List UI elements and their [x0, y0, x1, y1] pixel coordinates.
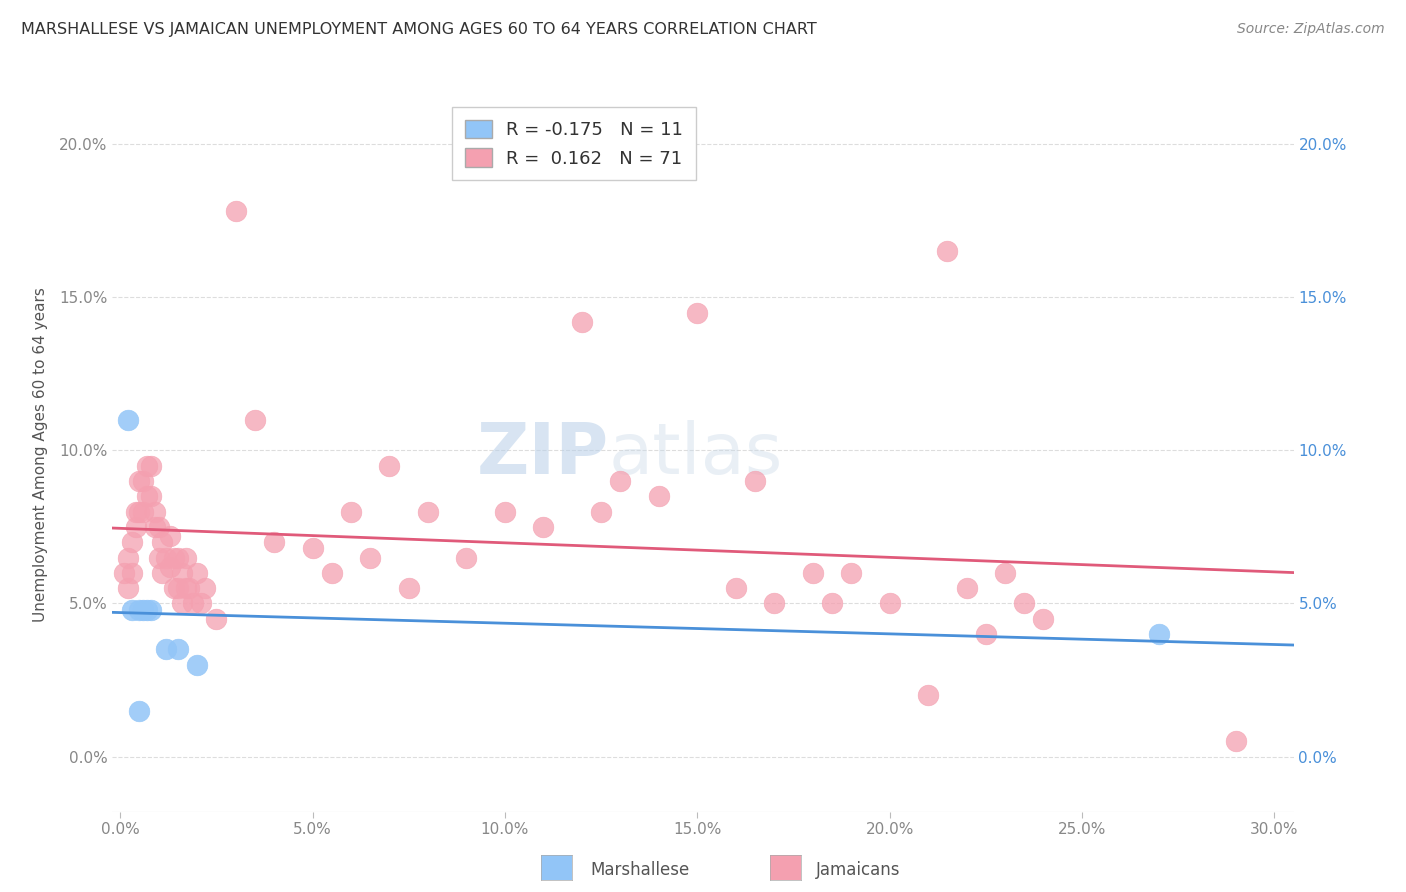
Point — [763, 597, 786, 611]
Point — [589, 505, 612, 519]
Point — [117, 550, 139, 565]
Text: Source: ZipAtlas.com: Source: ZipAtlas.com — [1237, 22, 1385, 37]
Point — [155, 550, 177, 565]
Point — [494, 505, 516, 519]
Point — [143, 520, 166, 534]
Point — [128, 704, 150, 718]
Point — [132, 602, 155, 616]
Text: MARSHALLESE VS JAMAICAN UNEMPLOYMENT AMONG AGES 60 TO 64 YEARS CORRELATION CHART: MARSHALLESE VS JAMAICAN UNEMPLOYMENT AMO… — [21, 22, 817, 37]
Point — [121, 602, 143, 616]
Point — [170, 597, 193, 611]
Point — [132, 474, 155, 488]
Point — [917, 689, 939, 703]
Point — [1147, 627, 1170, 641]
Point — [609, 474, 631, 488]
Point — [243, 413, 266, 427]
Text: atlas: atlas — [609, 420, 783, 490]
Point — [174, 581, 197, 595]
Y-axis label: Unemployment Among Ages 60 to 64 years: Unemployment Among Ages 60 to 64 years — [34, 287, 48, 623]
Point — [117, 581, 139, 595]
Point — [167, 642, 190, 657]
Point — [159, 529, 181, 543]
Point — [456, 550, 478, 565]
Point — [174, 550, 197, 565]
Point — [179, 581, 201, 595]
Point — [186, 657, 208, 672]
Point — [955, 581, 977, 595]
Point — [148, 520, 170, 534]
Point — [744, 474, 766, 488]
Point — [994, 566, 1017, 580]
Point — [801, 566, 824, 580]
Text: ZIP: ZIP — [477, 420, 609, 490]
Point — [398, 581, 420, 595]
Point — [839, 566, 862, 580]
Point — [974, 627, 997, 641]
Point — [152, 535, 174, 549]
Point — [531, 520, 554, 534]
Point — [124, 505, 146, 519]
Point — [148, 550, 170, 565]
Point — [186, 566, 208, 580]
Point — [136, 602, 159, 616]
Point — [136, 458, 159, 473]
Point — [686, 305, 709, 319]
Point — [124, 520, 146, 534]
Point — [263, 535, 285, 549]
Point — [167, 581, 190, 595]
Point — [167, 550, 190, 565]
Point — [821, 597, 844, 611]
Point — [163, 550, 186, 565]
Point — [1225, 734, 1247, 748]
Point — [340, 505, 363, 519]
Point — [112, 566, 135, 580]
Point — [121, 535, 143, 549]
Point — [136, 489, 159, 503]
Point — [132, 505, 155, 519]
Point — [190, 597, 212, 611]
Point — [181, 597, 204, 611]
Point — [159, 559, 181, 574]
Point — [225, 204, 247, 219]
Point — [170, 566, 193, 580]
Text: Jamaicans: Jamaicans — [815, 861, 900, 879]
Point — [128, 474, 150, 488]
Point — [117, 413, 139, 427]
Point — [143, 505, 166, 519]
Point — [648, 489, 671, 503]
Point — [1032, 612, 1054, 626]
Point — [121, 566, 143, 580]
Point — [205, 612, 228, 626]
Point — [163, 581, 186, 595]
Point — [724, 581, 747, 595]
Legend: R = -0.175   N = 11, R =  0.162   N = 71: R = -0.175 N = 11, R = 0.162 N = 71 — [453, 107, 696, 180]
Point — [1012, 597, 1035, 611]
Point — [139, 602, 162, 616]
Point — [128, 505, 150, 519]
Point — [301, 541, 323, 556]
Text: Marshallese: Marshallese — [591, 861, 690, 879]
Point — [152, 566, 174, 580]
Point — [359, 550, 381, 565]
Point — [936, 244, 959, 259]
Point — [571, 315, 593, 329]
Point — [128, 602, 150, 616]
Point — [416, 505, 439, 519]
Point — [139, 458, 162, 473]
Point — [879, 597, 901, 611]
Point — [155, 642, 177, 657]
Point — [321, 566, 343, 580]
Point — [194, 581, 217, 595]
Point — [139, 489, 162, 503]
Point — [378, 458, 401, 473]
